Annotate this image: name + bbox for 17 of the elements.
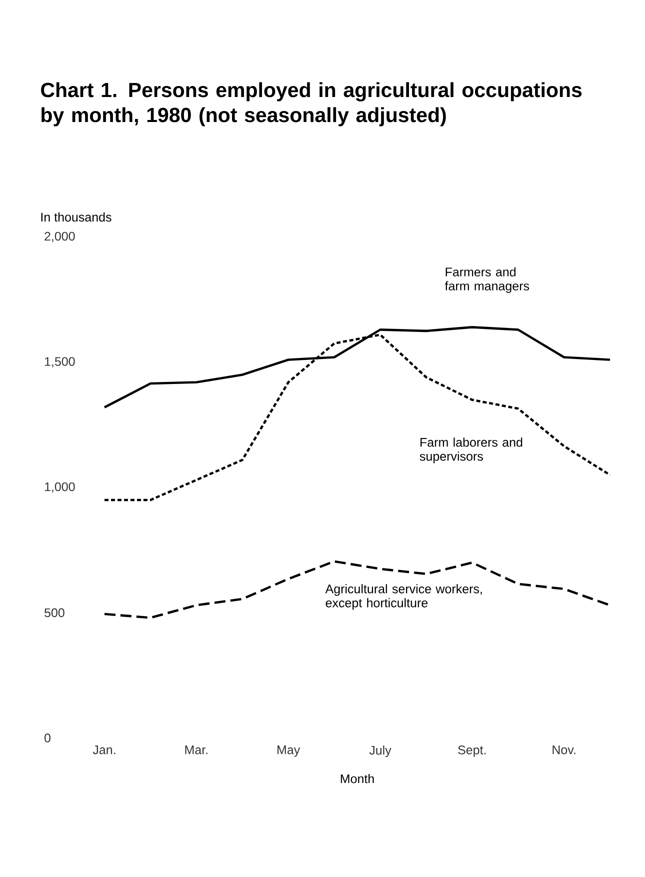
series-label: Agricultural service workers, except horticulture <box>325 584 482 610</box>
chart-title: Chart 1. Persons employed in agricultural occupations by month, 1980 (not seasonally adjusted) <box>41 82 582 126</box>
y-tick-label: 1,000 <box>44 482 75 493</box>
series-label: Farm laborers and supervisors <box>420 438 522 464</box>
x-tick-label: Sept. <box>458 746 486 757</box>
x-tick-label: Mar. <box>185 746 208 754</box>
y-tick-label: 1,500 <box>44 357 75 368</box>
text: Farmers and farm managers <box>444 267 530 293</box>
x-axis-title: Month <box>340 774 374 784</box>
x-tick-label: July <box>369 746 392 758</box>
y-tick-label: 500 <box>44 608 64 618</box>
y-tick-label: 2,000 <box>44 232 75 242</box>
y-tick-label: 0 <box>44 734 50 742</box>
x-tick-label: Nov. <box>552 746 576 754</box>
x-tick-label: Jan. <box>92 746 116 754</box>
y-axis-title: In thousands <box>41 212 112 222</box>
x-tick-label: May <box>278 746 300 757</box>
